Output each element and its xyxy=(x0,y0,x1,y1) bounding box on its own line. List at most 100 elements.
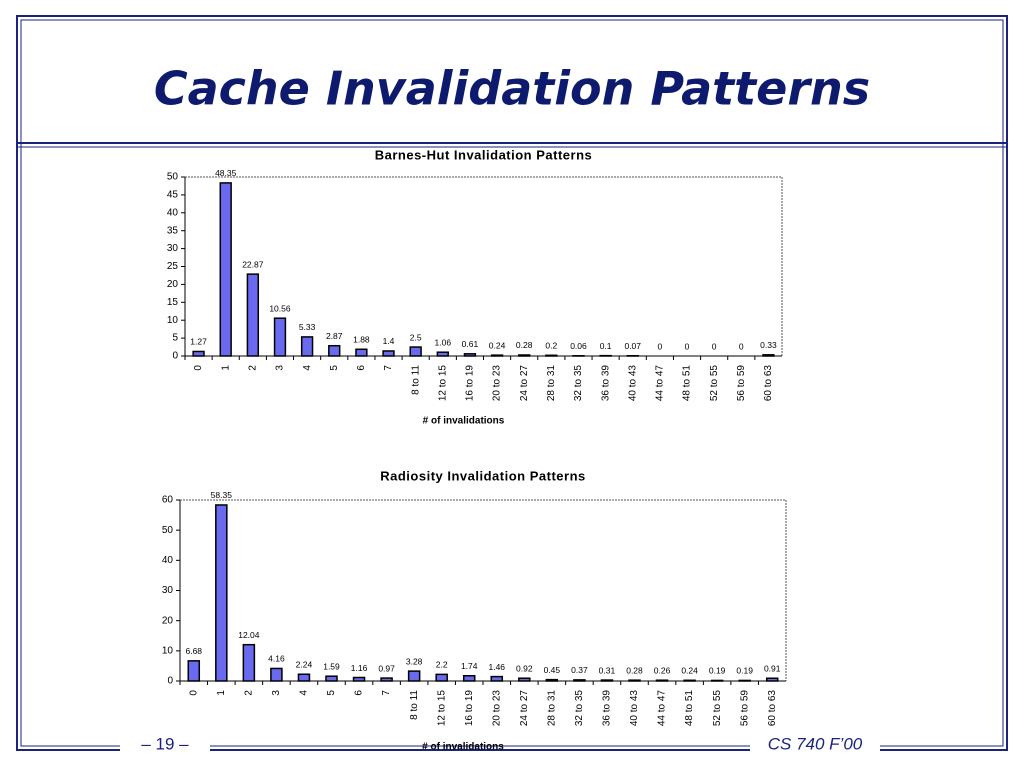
value-label: 0.91 xyxy=(764,664,781,674)
y-tick-label: 30 xyxy=(162,585,174,596)
bar xyxy=(273,317,287,357)
x-tick-label: 32 to 35 xyxy=(574,690,585,727)
value-label: 5.33 xyxy=(299,322,316,332)
bar xyxy=(380,677,393,682)
x-tick-label: 2 xyxy=(244,690,255,696)
y-tick-label: 20 xyxy=(167,279,179,290)
value-label: 1.27 xyxy=(190,337,207,347)
bar xyxy=(655,679,669,682)
y-tick-label: 25 xyxy=(167,261,179,272)
bar xyxy=(219,182,232,357)
frame-inner xyxy=(20,19,1004,747)
value-label: 2.87 xyxy=(326,331,343,341)
value-label: 0 xyxy=(712,341,717,351)
x-tick-label: 52 to 55 xyxy=(712,690,723,727)
value-label: 0.33 xyxy=(760,340,777,350)
x-tick-label: 48 to 51 xyxy=(684,690,695,727)
value-label: 0.26 xyxy=(654,665,671,675)
value-label: 0.28 xyxy=(516,340,533,350)
x-tick-label: 60 to 63 xyxy=(767,690,778,727)
value-label: 2.2 xyxy=(436,660,448,670)
x-tick-label: 7 xyxy=(383,365,394,371)
x-tick-label: 3 xyxy=(271,690,282,696)
bar xyxy=(215,504,228,682)
bar xyxy=(242,643,256,682)
bar xyxy=(628,679,641,682)
x-tick-label: 0 xyxy=(188,690,199,696)
x-tick-label: 6 xyxy=(354,690,365,696)
x-tick-label: 60 to 63 xyxy=(763,365,774,402)
bar xyxy=(407,670,421,682)
bar xyxy=(545,678,559,682)
x-tick-label: 40 to 43 xyxy=(627,365,638,402)
value-label: 0.24 xyxy=(681,666,698,676)
x-tick-label: 8 to 11 xyxy=(409,690,420,720)
x-tick-label: 28 to 31 xyxy=(547,690,558,727)
y-tick-label: 60 xyxy=(162,495,174,506)
page-number: – 19 – xyxy=(141,734,189,753)
bar xyxy=(463,353,477,357)
value-label: 22.87 xyxy=(242,259,264,269)
x-tick-label: 44 to 47 xyxy=(655,365,666,402)
y-tick-label: 35 xyxy=(167,225,179,236)
x-tick-label: 8 to 11 xyxy=(410,365,421,395)
bar xyxy=(762,354,775,357)
x-axis-title: # of invalidations xyxy=(422,742,504,753)
value-label: 1.88 xyxy=(353,335,370,345)
y-tick-label: 20 xyxy=(162,615,174,626)
value-label: 0.06 xyxy=(570,341,587,351)
x-tick-label: 6 xyxy=(356,365,367,371)
y-tick-label: 5 xyxy=(172,333,178,344)
y-tick-label: 40 xyxy=(167,207,179,218)
value-label: 0.1 xyxy=(600,341,612,351)
footer-bg xyxy=(120,732,210,758)
y-tick-label: 30 xyxy=(167,243,179,254)
x-tick-label: 48 to 51 xyxy=(682,365,693,402)
value-label: 1.16 xyxy=(351,663,368,673)
x-tick-label: 56 to 59 xyxy=(736,365,747,402)
value-label: 0 xyxy=(685,341,690,351)
value-label: 0.24 xyxy=(489,340,506,350)
value-label: 1.74 xyxy=(461,661,478,671)
x-tick-label: 0 xyxy=(193,365,204,371)
x-tick-label: 20 to 23 xyxy=(492,365,503,402)
x-tick-label: 12 to 15 xyxy=(437,365,448,402)
x-tick-label: 1 xyxy=(216,690,227,696)
bar xyxy=(297,673,311,682)
y-tick-label: 50 xyxy=(162,525,174,536)
y-tick-label: 10 xyxy=(162,645,174,656)
y-tick-label: 40 xyxy=(162,555,174,566)
value-label: 0 xyxy=(739,341,744,351)
value-label: 6.68 xyxy=(185,646,202,656)
x-tick-label: 3 xyxy=(275,365,286,371)
bar xyxy=(328,344,341,357)
y-tick-label: 15 xyxy=(167,297,179,308)
slide-title: Cache Invalidation Patterns xyxy=(154,62,870,116)
value-label: 0.97 xyxy=(378,663,395,673)
x-tick-label: 1 xyxy=(220,365,231,371)
x-tick-label: 2 xyxy=(247,365,258,371)
bar xyxy=(355,348,368,357)
x-tick-label: 7 xyxy=(381,690,392,696)
bar xyxy=(765,677,779,682)
bar xyxy=(192,350,205,357)
course-label: CS 740 F’00 xyxy=(768,734,863,753)
x-tick-label: 20 to 23 xyxy=(491,690,502,727)
value-label: 0.45 xyxy=(544,665,561,675)
value-label: 2.24 xyxy=(296,659,313,669)
x-tick-label: 16 to 19 xyxy=(465,365,476,402)
bar xyxy=(435,673,448,682)
bar xyxy=(490,354,504,357)
bar xyxy=(573,679,586,682)
bar xyxy=(545,354,558,357)
x-tick-label: 12 to 15 xyxy=(436,690,447,727)
chart-title: Radiosity Invalidation Patterns xyxy=(380,468,586,483)
x-tick-label: 56 to 59 xyxy=(739,690,750,727)
value-label: 1.06 xyxy=(435,337,452,347)
bar xyxy=(300,336,314,357)
value-label: 1.4 xyxy=(383,336,395,346)
value-label: 0.07 xyxy=(624,341,641,351)
x-tick-label: 36 to 39 xyxy=(602,690,613,727)
value-label: 0.19 xyxy=(736,666,753,676)
